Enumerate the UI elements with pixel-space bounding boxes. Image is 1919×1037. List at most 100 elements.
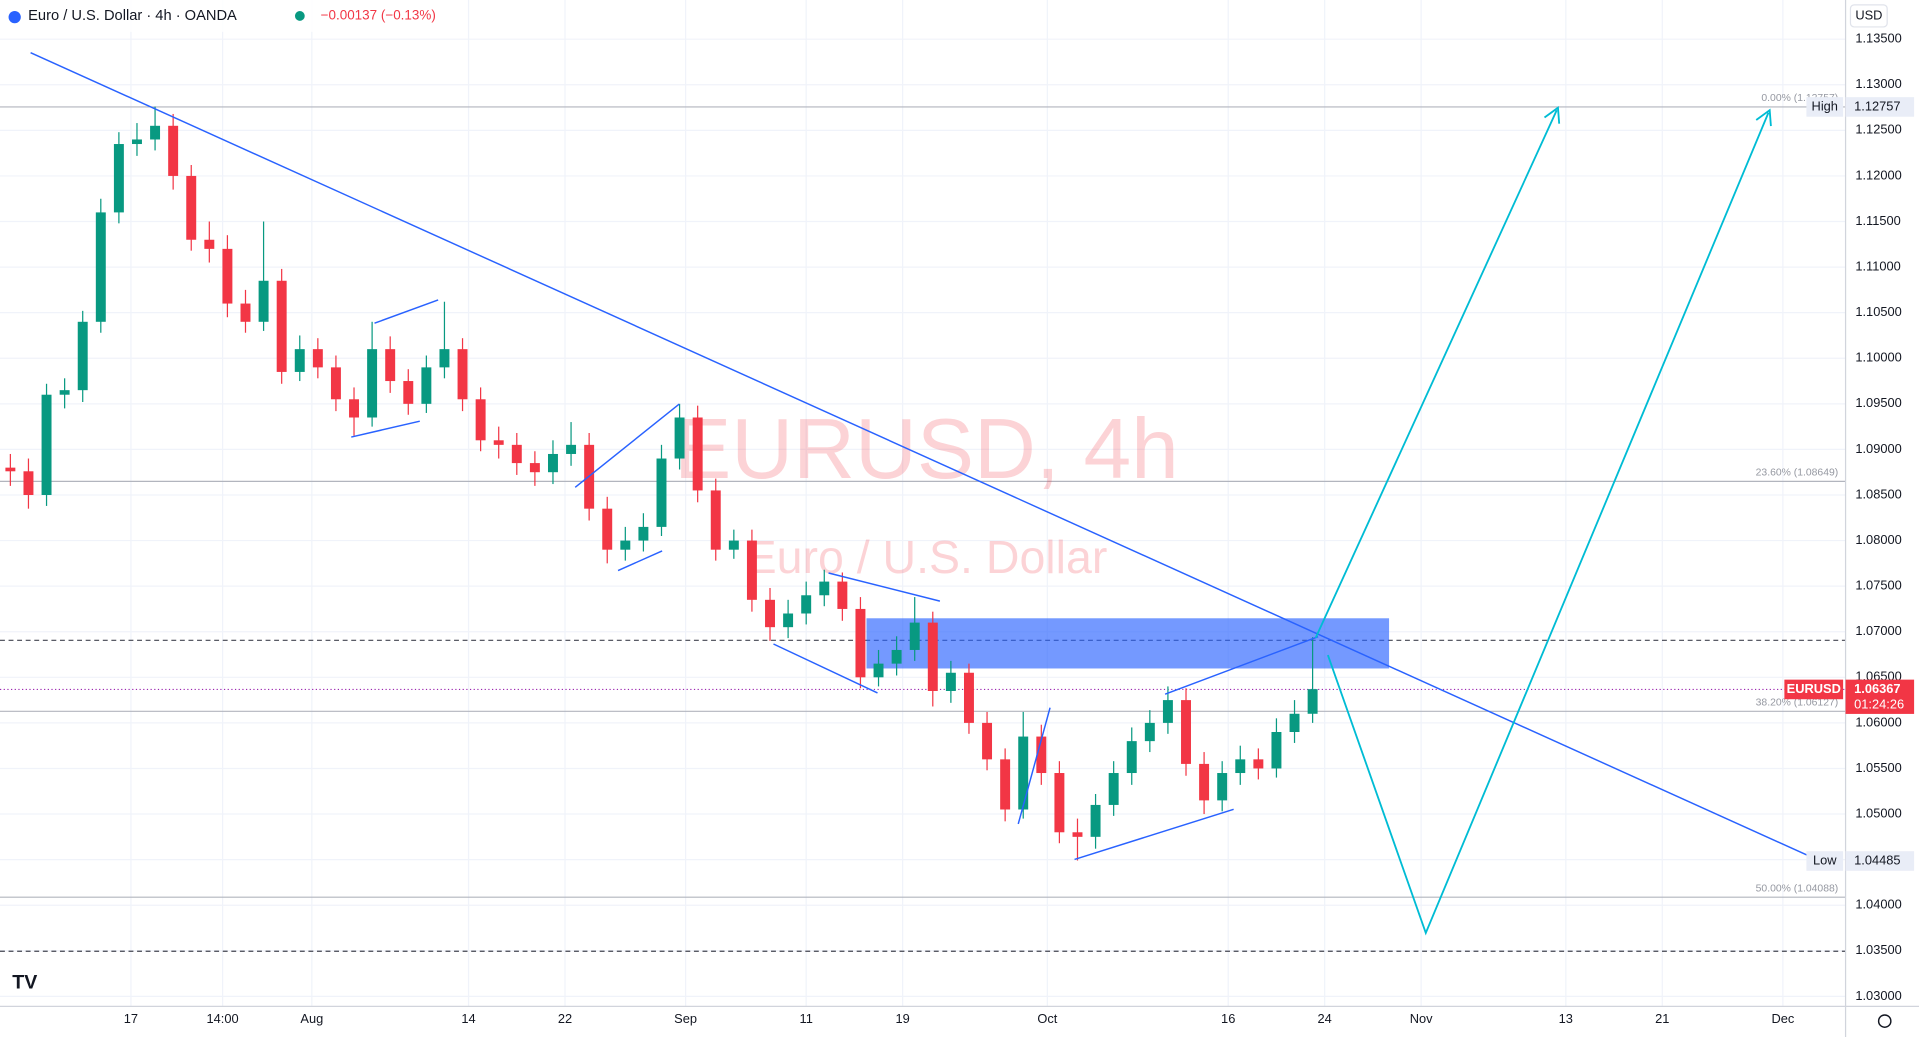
candle-body xyxy=(801,595,812,614)
x-tick-label: 24 xyxy=(1318,1011,1332,1026)
candle-body xyxy=(367,349,378,418)
candle-body xyxy=(330,367,341,400)
candle-body xyxy=(276,280,287,372)
candle-body xyxy=(620,540,631,550)
candles xyxy=(5,106,1318,861)
candle-body xyxy=(1217,773,1228,801)
candle-body xyxy=(963,672,974,723)
candle-body xyxy=(1000,759,1011,810)
candle-body xyxy=(132,139,142,145)
pattern-line xyxy=(1017,707,1051,825)
y-tick-label: 1.03500 xyxy=(1855,942,1901,957)
settings-button[interactable] xyxy=(1877,1014,1892,1028)
currency[interactable]: USD xyxy=(1855,7,1882,22)
candle-body xyxy=(855,608,866,678)
candle-body xyxy=(1018,736,1029,810)
y-tick-label: 1.05500 xyxy=(1855,760,1901,775)
x-tick-label: Aug xyxy=(300,1011,323,1026)
candle-body xyxy=(150,125,161,140)
candle-body xyxy=(891,649,902,664)
currency-box[interactable] xyxy=(1849,4,1888,28)
candle-body xyxy=(511,444,522,464)
logo: TV xyxy=(12,971,37,993)
candle-body xyxy=(783,613,794,628)
candle-body xyxy=(945,672,956,691)
candle-body xyxy=(240,303,251,322)
candle-body xyxy=(95,212,106,322)
last-price-label: EURUSD xyxy=(1787,681,1841,696)
candle-body xyxy=(349,399,359,418)
x-tick-label: 22 xyxy=(558,1011,572,1026)
x-tick-label: Sep xyxy=(674,1011,697,1026)
y-tick-label: 1.12500 xyxy=(1855,122,1901,137)
pattern-line xyxy=(617,550,663,572)
candle-body xyxy=(728,540,739,550)
candle-body xyxy=(204,239,215,249)
candle-body xyxy=(457,349,468,400)
candle-body xyxy=(1289,713,1300,733)
candle-body xyxy=(746,540,757,600)
candle-body xyxy=(1181,700,1191,764)
x-tick-label: 21 xyxy=(1655,1011,1669,1026)
y-tick-label: 1.05000 xyxy=(1855,805,1901,820)
candle-body xyxy=(1271,732,1282,769)
pattern-line xyxy=(374,299,439,324)
candle-body xyxy=(837,581,848,609)
candle-body xyxy=(312,349,323,368)
zone xyxy=(866,618,1390,669)
candle-body xyxy=(1162,700,1173,723)
last-price-value: 1.06367 xyxy=(1854,681,1900,696)
candle-body xyxy=(113,144,124,213)
price-tag-label-bg xyxy=(1806,851,1844,871)
arrow-head xyxy=(1755,108,1772,127)
pattern-line xyxy=(574,403,680,488)
fib-label: 38.20% (1.06127) xyxy=(1756,697,1839,708)
arrow-head xyxy=(1543,106,1561,124)
candle-body xyxy=(602,508,613,550)
header-bg xyxy=(0,0,453,32)
symbol-title[interactable]: Euro / U.S. Dollar · 4h · OANDA xyxy=(28,8,237,24)
x-tick-label: Oct xyxy=(1037,1011,1057,1026)
axes: 1.030001.035001.040001.045001.050001.055… xyxy=(124,31,1902,1027)
y-tick-label: 1.07500 xyxy=(1855,578,1901,593)
price-tag-value: 1.12757 xyxy=(1854,98,1900,113)
x-tick-label: 11 xyxy=(800,1011,813,1026)
candle-body xyxy=(385,349,396,382)
candle-body xyxy=(59,390,70,395)
candle-body xyxy=(222,248,233,304)
candle-body xyxy=(168,125,179,176)
candle-body xyxy=(258,280,269,322)
x-tick-label: 14 xyxy=(461,1011,475,1026)
candle-body xyxy=(439,349,450,368)
candle-body xyxy=(1253,759,1264,769)
x-tick-label: 19 xyxy=(896,1011,910,1026)
y-tick-label: 1.12000 xyxy=(1855,167,1901,182)
price-tag xyxy=(1845,97,1915,117)
last-price-box xyxy=(1845,679,1915,714)
candle-body xyxy=(77,321,88,391)
candle-body xyxy=(1072,832,1083,837)
candle-body xyxy=(765,599,775,628)
levels: 0.00% (1.12757) 23.60% (1.08649) 38.20% (1… xyxy=(0,93,1846,898)
pattern-line xyxy=(1164,635,1319,695)
arrow xyxy=(1314,109,1558,639)
symbol-logo[interactable] xyxy=(8,11,21,24)
candle-body xyxy=(674,417,685,459)
y-tick-label: 1.06000 xyxy=(1855,714,1901,729)
candle-body xyxy=(710,490,721,550)
y-tick-label: 1.04000 xyxy=(1855,897,1901,912)
pattern-line xyxy=(1074,808,1234,861)
price-tag xyxy=(1845,851,1915,871)
y-tick-label: 1.08500 xyxy=(1855,486,1901,501)
candle-body xyxy=(909,622,920,650)
candle-body xyxy=(493,440,504,445)
time-axis xyxy=(0,1006,1919,1037)
candle-body xyxy=(23,471,34,495)
x-tick-label: 13 xyxy=(1559,1011,1573,1026)
grid xyxy=(0,0,1846,1007)
candle-body xyxy=(566,444,577,454)
candle-body xyxy=(1199,763,1210,801)
candle-body xyxy=(1036,736,1047,774)
